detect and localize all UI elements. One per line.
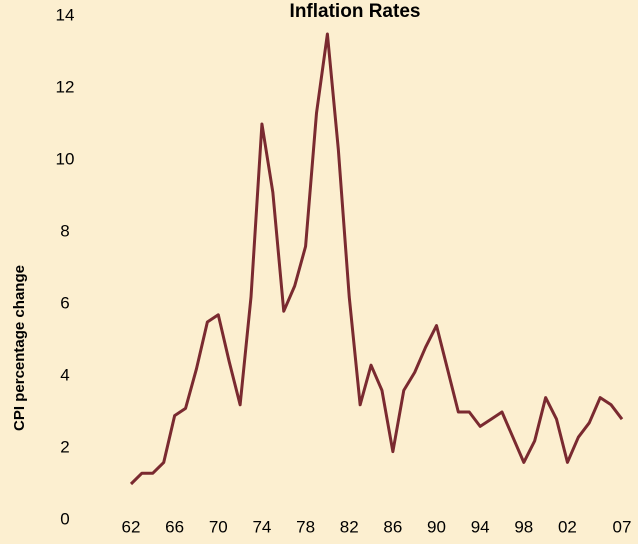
y-tick-label: 12 (56, 77, 75, 96)
x-tick-label: 98 (514, 517, 533, 536)
y-axis-label: CPI percentage change (11, 265, 28, 431)
x-tick-label: 82 (340, 517, 359, 536)
chart-title: Inflation Rates (290, 1, 421, 22)
y-tick-label: 14 (56, 5, 75, 24)
x-tick-label: 66 (165, 517, 184, 536)
x-tick-label: 02 (558, 517, 577, 536)
y-tick-label: 2 (60, 437, 69, 456)
y-tick-label: 10 (56, 149, 75, 168)
x-tick-label: 74 (252, 517, 271, 536)
x-tick-label: 78 (296, 517, 315, 536)
x-tick-label: 07 (613, 517, 632, 536)
x-tick-label: 70 (209, 517, 228, 536)
x-tick-label: 94 (471, 517, 490, 536)
x-tick-label: 90 (427, 517, 446, 536)
y-tick-label: 8 (60, 221, 69, 240)
x-tick-label: 86 (383, 517, 402, 536)
line (129, 32, 624, 486)
y-tick-label: 6 (60, 293, 69, 312)
x-tick-label: 62 (122, 517, 141, 536)
y-tick-label: 0 (60, 509, 69, 528)
y-tick-label: 4 (60, 365, 69, 384)
